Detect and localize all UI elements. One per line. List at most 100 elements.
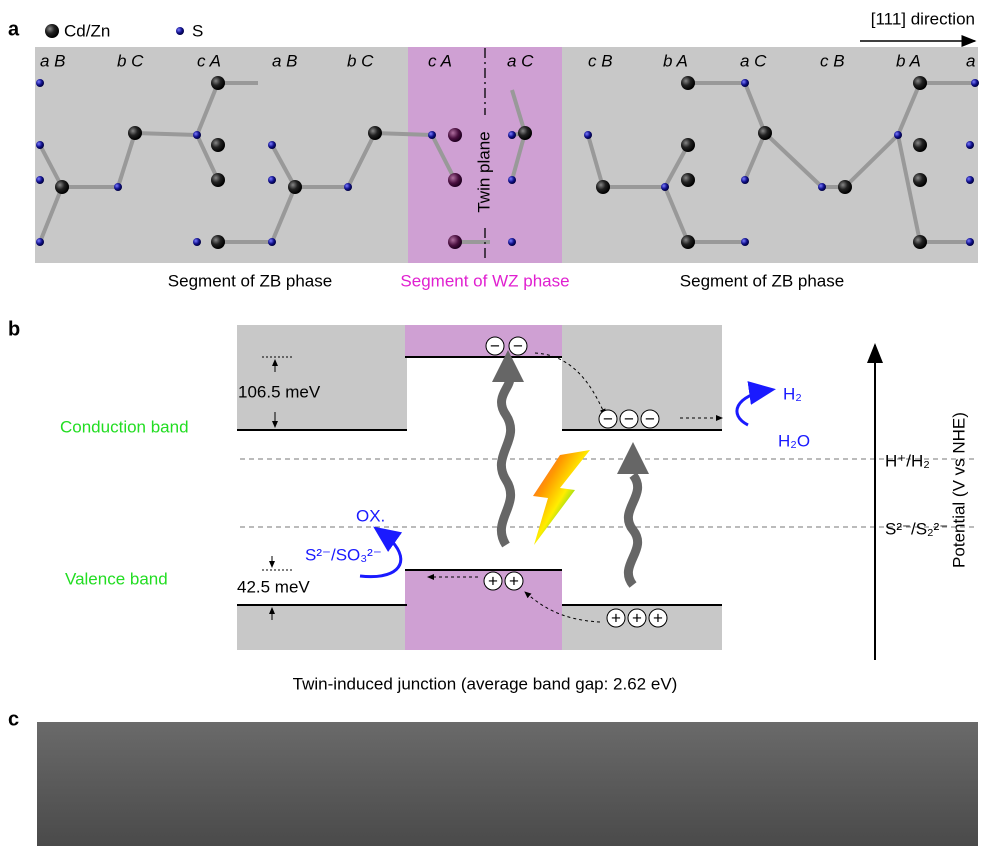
cb-offset-label: 106.5 meV [238,382,321,401]
atom-s [268,238,276,246]
stacking-label: a B [40,51,66,70]
twin-plane-label: Twin plane [474,131,493,212]
atom-cdzn [128,126,142,140]
atom-s [584,131,592,139]
bond [510,89,527,134]
bond [134,131,198,137]
bond [346,132,377,188]
stacking-label: b C [117,51,144,70]
panel-label: b [8,318,20,340]
atom-s [268,141,276,149]
segment-label: Segment of ZB phase [680,271,844,290]
atom-s [36,141,44,149]
carrier-sign: − [513,336,523,355]
vb-label: Valence band [65,569,168,588]
sacrificial-label: S²⁻/SO₃²⁻ [305,545,382,564]
tem-image [37,722,978,846]
carrier-sign: − [645,409,655,428]
caption: Twin-induced junction (average band gap:… [293,674,678,693]
bond [896,82,922,136]
carrier [508,336,528,356]
stacking-label: c A [197,51,221,70]
atom-s [818,183,826,191]
atom-s [741,79,749,87]
cb-label: Conduction band [60,417,189,436]
atom-s [741,176,749,184]
carrier [619,409,639,429]
atom-s [741,238,749,246]
cb-zb-right [562,325,722,430]
cb-wz [405,325,562,357]
atom-cdzn [211,138,225,152]
excitation-arrow [623,472,643,588]
stacking-label: c B [820,51,845,70]
bond [195,134,220,181]
carrier-sign: + [632,608,642,627]
atom-s [508,131,516,139]
bond [195,82,220,136]
excitation-arrowhead [492,350,524,382]
atom-s [966,141,974,149]
oxidation-arrow [359,526,403,579]
atom-s [36,79,44,87]
atom-s [114,183,122,191]
atom-s [966,238,974,246]
atom-cdzn [913,173,927,187]
ox-label: OX. [356,506,385,525]
atom-cdzn [448,128,462,142]
stacking-label: a [966,51,975,70]
carrier-sign: − [603,409,613,428]
atom-cdzn [913,76,927,90]
carrier-sign: + [653,608,663,627]
atom-cdzn [681,138,695,152]
atom-s [894,131,902,139]
product-label: H₂ [783,384,802,403]
atom-s [36,176,44,184]
carrier-sign: + [488,571,498,590]
atom-cdzn [681,173,695,187]
direction-label: [111] direction [871,9,975,28]
band-edges [237,356,722,606]
atom-cdzn [681,235,695,249]
bond [270,144,297,188]
carrier [627,608,647,628]
bond [663,144,690,188]
atom-cdzn [448,173,462,187]
atom-s [36,238,44,246]
atom-s [344,183,352,191]
vb-zb-left [237,605,407,650]
atom-cdzn [55,180,69,194]
panel-label: c [8,708,19,730]
bond [743,132,767,181]
panel-label: a [8,18,20,40]
atom-cdzn [288,180,302,194]
excitation-arrow [496,372,516,548]
hole-transfer [524,591,601,623]
atom-cdzn [211,235,225,249]
legend-label: Cd/Zn [64,21,110,40]
stacking-label: a C [507,51,534,70]
vb-offset-label: 42.5 meV [237,577,310,596]
cb-zb-left [237,325,407,430]
atom-cdzn [596,180,610,194]
redox-label: H⁺/H₂ [885,451,930,470]
reduction-arrow [735,381,776,427]
atom-s [971,79,979,87]
atom-s [508,176,516,184]
bond [116,132,137,188]
carrier [483,571,503,591]
bond [843,133,900,189]
atom-s [193,238,201,246]
carrier [485,336,505,356]
bond [663,186,690,243]
stacking-label: a C [740,51,767,70]
bond [896,134,922,243]
carrier [504,571,524,591]
light-bolt [533,450,590,545]
atom-cdzn [838,180,852,194]
carrier [640,409,660,429]
carrier-sign: + [509,571,519,590]
carrier-sign: − [624,409,634,428]
